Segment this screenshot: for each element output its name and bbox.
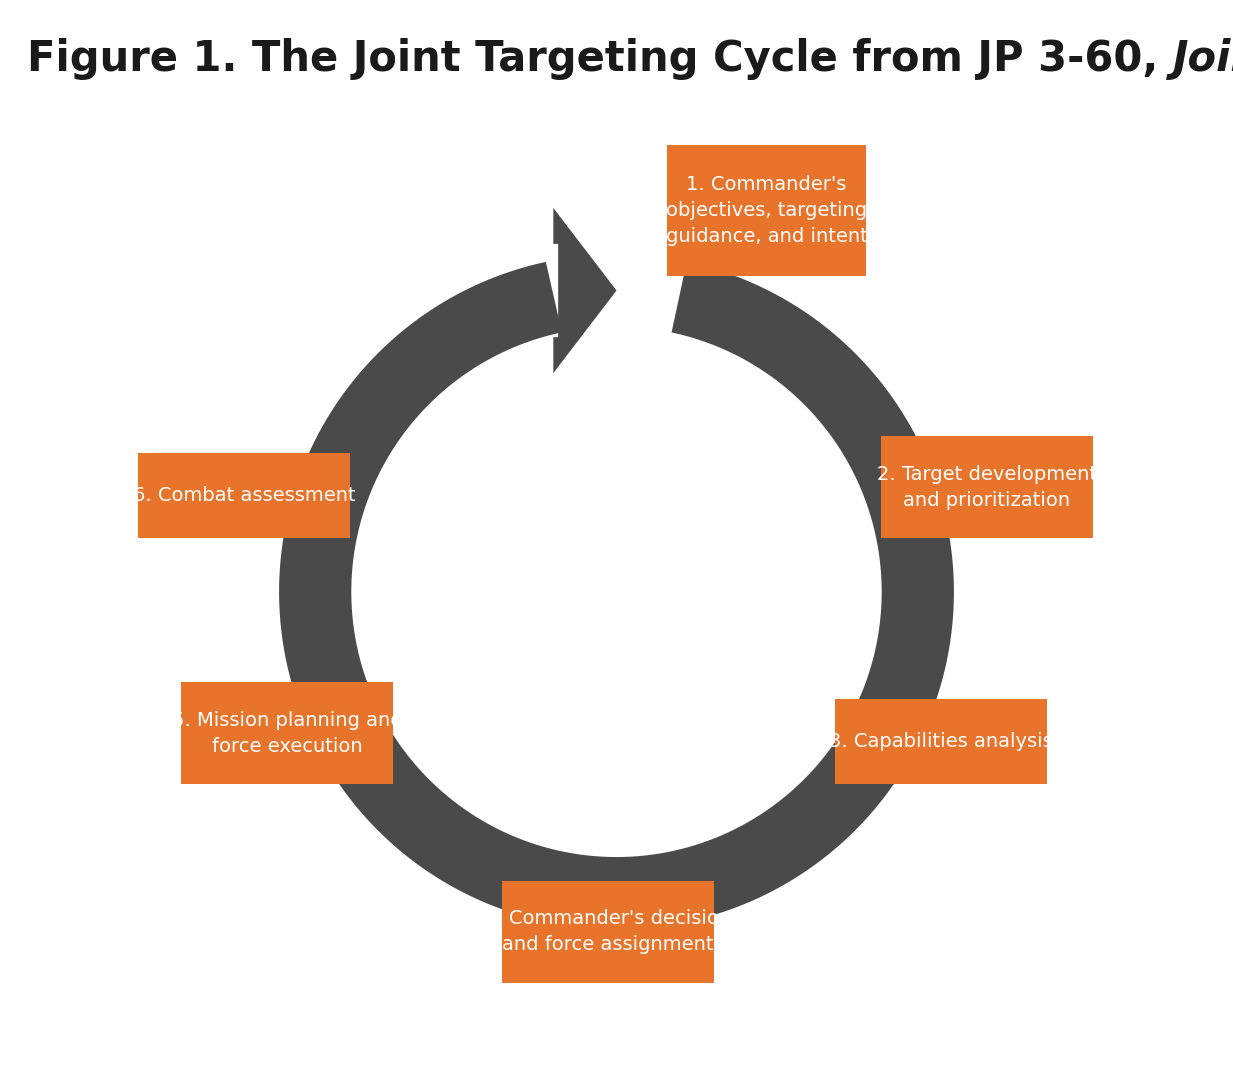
Bar [880,436,1092,538]
Text: 2. Target development
and prioritization: 2. Target development and prioritization [877,465,1097,510]
Bar [667,145,867,275]
Bar [181,683,393,784]
Text: 6. Combat assessment: 6. Combat assessment [133,486,355,505]
Bar [502,880,714,983]
Text: Figure 1. The Joint Targeting Cycle from JP 3-60,: Figure 1. The Joint Targeting Cycle from… [27,38,1173,80]
Polygon shape [554,207,616,373]
Bar [138,453,350,538]
Text: 3. Capabilities analysis: 3. Capabilities analysis [830,732,1053,751]
Text: Joint Targeting: Joint Targeting [1173,38,1233,80]
Text: 4. Commander's decision
and force assignment: 4. Commander's decision and force assign… [485,909,731,954]
Bar [835,699,1047,784]
Text: 5. Mission planning and
force execution: 5. Mission planning and force execution [171,711,402,756]
Text: 1. Commander's
objectives, targeting
guidance, and intent: 1. Commander's objectives, targeting gui… [666,175,868,245]
